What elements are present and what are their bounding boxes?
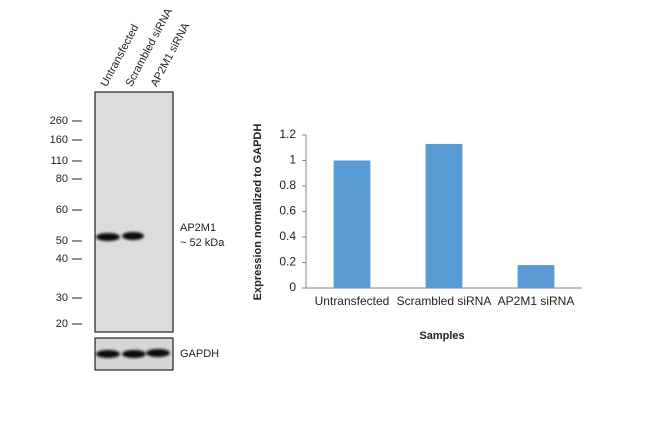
- x-tick-label: AP2M1 siRNA: [498, 294, 575, 308]
- marker-label: 30: [56, 292, 68, 304]
- blot-membrane: [94, 91, 174, 333]
- marker-label: 80: [56, 173, 68, 185]
- y-axis-label: Expression normalized to GAPDH: [252, 124, 264, 301]
- band: [122, 350, 146, 358]
- bar: [333, 160, 371, 288]
- marker-label: 260: [50, 115, 68, 127]
- loading-label: GAPDH: [180, 348, 219, 360]
- y-tick-label: 0.2: [279, 255, 296, 269]
- marker-label: 20: [56, 318, 68, 330]
- y-tick-label: 0.4: [279, 229, 296, 243]
- y-tick-label: 0: [289, 280, 296, 294]
- x-tick-label: Scrambled siRNA: [397, 294, 492, 308]
- band: [96, 233, 120, 241]
- marker-label: 60: [56, 204, 68, 216]
- marker-label: 40: [56, 253, 68, 265]
- marker-label: 50: [56, 235, 68, 247]
- bar: [425, 143, 463, 288]
- y-tick-label: 1: [289, 153, 296, 167]
- x-axis-label: Samples: [419, 330, 464, 342]
- x-tick-label: Untransfected: [315, 294, 390, 308]
- band: [146, 349, 170, 357]
- band: [122, 232, 144, 240]
- band: [96, 350, 120, 358]
- marker-label: 110: [50, 155, 68, 167]
- marker-label: 160: [50, 134, 68, 146]
- y-tick-label: 0.8: [279, 178, 296, 192]
- band-label: AP2M1: [180, 222, 216, 234]
- y-tick-label: 0.6: [279, 204, 296, 218]
- bar: [517, 265, 555, 288]
- band-size: ~ 52 kDa: [180, 237, 225, 249]
- y-tick-label: 1.2: [279, 127, 296, 141]
